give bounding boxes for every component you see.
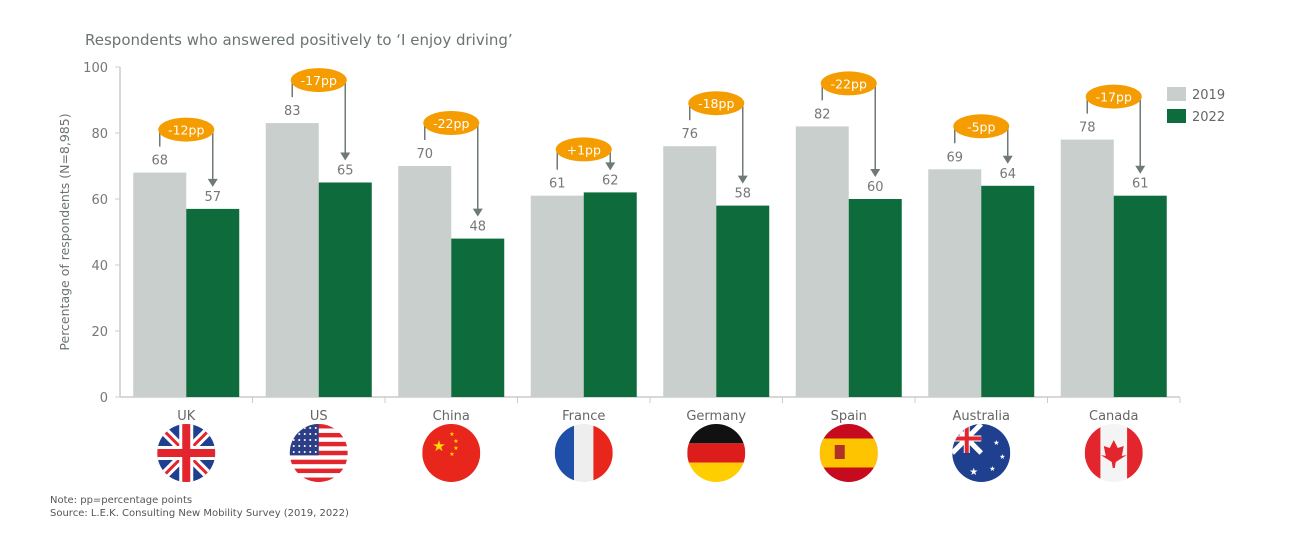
arrow-head-icon	[1002, 155, 1013, 164]
data-label: 76	[681, 127, 698, 142]
change-label: -22pp	[831, 76, 867, 91]
svg-text:★: ★	[993, 439, 999, 447]
bar-2022-Spain	[848, 199, 902, 397]
china-flag-icon: ★★★★★	[422, 424, 481, 482]
data-label: 68	[151, 154, 168, 169]
bar-2022-Australia	[981, 185, 1035, 397]
bar-2019-Spain	[795, 126, 849, 398]
y-tick-label: 80	[91, 127, 108, 142]
data-label: 58	[734, 187, 751, 202]
data-label: 60	[867, 180, 884, 195]
australia-flag-icon: ★★★★	[952, 424, 1011, 482]
bar-2019-Canada	[1060, 139, 1114, 397]
bar-chart: Respondents who answered positively to ‘…	[57, 31, 1225, 482]
germany-flag-icon	[687, 424, 746, 482]
data-label: 83	[284, 104, 301, 119]
data-label: 69	[946, 150, 963, 165]
svg-text:★: ★	[453, 445, 458, 452]
category-label: Germany	[686, 409, 746, 424]
data-label: 57	[204, 190, 221, 205]
change-label: -18pp	[698, 96, 734, 111]
data-label: 65	[337, 164, 354, 179]
change-label: -17pp	[301, 73, 337, 88]
category-label: Spain	[831, 409, 867, 424]
category-label: France	[562, 409, 605, 424]
change-label: +1pp	[567, 142, 601, 157]
canada-flag-icon	[1084, 424, 1143, 482]
change-badge	[688, 91, 745, 116]
y-tick-label: 20	[91, 325, 108, 340]
data-label: 48	[469, 220, 486, 235]
bar-2019-Germany	[663, 146, 717, 397]
svg-text:★: ★	[453, 438, 458, 445]
arrow-head-icon	[472, 208, 483, 217]
uk-flag-icon	[157, 424, 216, 482]
data-label: 62	[602, 173, 619, 188]
y-tick-label: 100	[83, 61, 108, 76]
arrow-head-icon	[1135, 165, 1146, 174]
legend-swatch	[1167, 109, 1186, 123]
legend-label: 2019	[1192, 88, 1225, 103]
svg-text:★: ★	[989, 465, 995, 473]
bar-2019-US	[265, 123, 319, 397]
arrow-head-icon	[605, 162, 616, 171]
change-label: -12pp	[168, 123, 204, 138]
category-label: US	[310, 409, 328, 424]
svg-text:★: ★	[449, 451, 454, 458]
change-label: -22pp	[433, 116, 469, 131]
svg-text:★: ★	[432, 437, 445, 455]
category-label: Canada	[1089, 409, 1138, 424]
change-badge	[158, 117, 215, 142]
note-text: Note: pp=percentage points	[50, 495, 193, 506]
bar-2022-Germany	[716, 205, 770, 397]
change-badge	[555, 137, 612, 162]
category-label: China	[433, 409, 470, 424]
category-label: Australia	[952, 409, 1010, 424]
france-flag-icon	[554, 424, 613, 482]
data-label: 70	[416, 147, 433, 162]
change-badge	[423, 111, 480, 135]
bar-2022-China	[451, 238, 505, 397]
footnotes: Note: pp=percentage points Source: L.E.K…	[50, 494, 349, 520]
legend-label: 2022	[1192, 110, 1225, 125]
bar-2022-Canada	[1113, 195, 1167, 397]
arrow-head-icon	[737, 175, 748, 184]
us-flag-icon	[289, 424, 348, 482]
bar-2022-UK	[186, 208, 240, 397]
data-label: 61	[1132, 177, 1149, 192]
svg-text:★: ★	[969, 467, 978, 478]
data-label: 64	[999, 167, 1016, 182]
spain-flag-icon	[819, 424, 878, 482]
change-badge	[1085, 84, 1142, 109]
data-label: 82	[814, 107, 831, 122]
bar-2019-China	[398, 166, 452, 397]
category-label: UK	[177, 409, 196, 424]
bar-2019-France	[530, 195, 584, 397]
arrow-head-icon	[207, 178, 218, 187]
y-tick-label: 0	[100, 391, 108, 406]
data-label: 61	[549, 177, 566, 192]
change-badge	[820, 71, 877, 96]
change-label: -5pp	[967, 119, 995, 134]
chart-title: Respondents who answered positively to ‘…	[85, 31, 513, 49]
bar-2019-UK	[133, 172, 187, 397]
y-tick-label: 60	[91, 193, 108, 208]
source-text: Source: L.E.K. Consulting New Mobility S…	[50, 508, 349, 519]
arrow-head-icon	[340, 152, 351, 161]
y-axis-label: Percentage of respondents (N=8,985)	[57, 113, 72, 350]
arrow-head-icon	[870, 169, 881, 177]
change-badge	[953, 114, 1010, 139]
svg-text:★: ★	[999, 453, 1005, 461]
bar-2022-France	[583, 192, 637, 397]
bar-2019-Australia	[928, 169, 982, 397]
change-badge	[290, 68, 347, 93]
change-label: -17pp	[1096, 90, 1132, 105]
legend-swatch	[1167, 87, 1186, 101]
data-label: 78	[1079, 121, 1096, 136]
bar-2022-US	[318, 182, 372, 397]
svg-text:★: ★	[449, 431, 454, 438]
y-tick-label: 40	[91, 259, 108, 274]
